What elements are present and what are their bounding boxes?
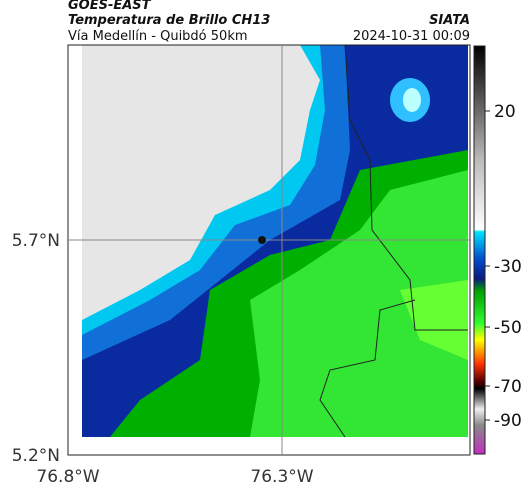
- colorbar-label: -70: [494, 377, 522, 397]
- city-marker: [258, 236, 266, 244]
- colorbar-label: -90: [494, 411, 522, 431]
- colorbar: [473, 45, 486, 455]
- colorbar-label: -50: [494, 318, 522, 338]
- location: Vía Medellín - Quibdó 50km: [68, 29, 248, 44]
- map-frame: [67, 44, 471, 456]
- lat-label: 5.2°N: [12, 446, 60, 466]
- colorbar-label: 20: [494, 102, 516, 122]
- lon-label: 76.3°W: [250, 467, 313, 487]
- lat-label: 5.7°N: [12, 231, 60, 251]
- source: SIATA: [429, 13, 470, 28]
- colorbar-label: -30: [494, 257, 522, 277]
- title: GOES-EAST: [68, 0, 152, 13]
- satellite-image: [82, 44, 468, 438]
- subtitle: Temperatura de Brillo CH13: [68, 13, 270, 28]
- lon-label: 76.8°W: [36, 467, 99, 487]
- colorbar-ticks: [485, 110, 490, 421]
- datetime: 2024-10-31 00:09: [353, 29, 470, 44]
